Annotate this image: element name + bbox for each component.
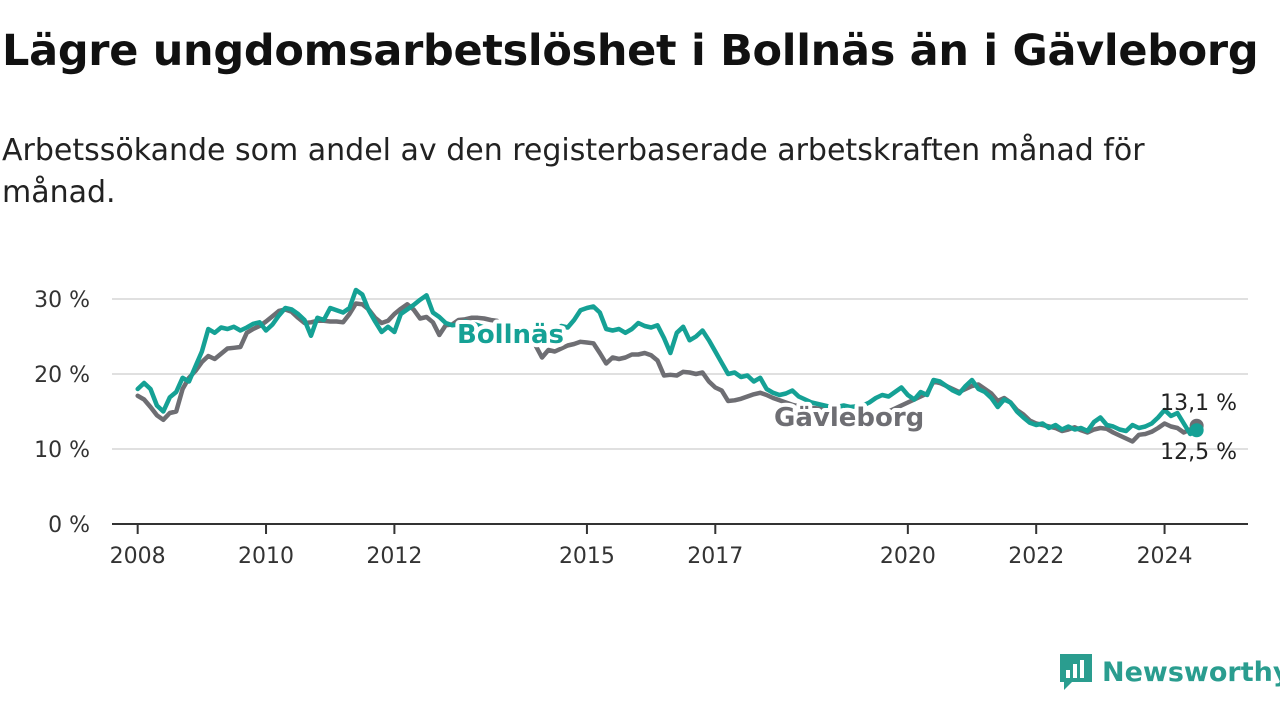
- x-tick-label: 2015: [559, 544, 615, 569]
- brand-logo: Newsworthy: [1058, 652, 1280, 692]
- grid-layer: [112, 298, 1248, 534]
- series-label: Bollnäs: [457, 320, 564, 350]
- series-end-label: 13,1 %: [1160, 391, 1237, 416]
- x-tick-label: 2017: [687, 544, 743, 569]
- newsworthy-logo-icon: [1060, 654, 1092, 690]
- series-label: Gävleborg: [774, 403, 924, 433]
- x-tick-label: 2020: [880, 544, 936, 569]
- brand-name: Newsworthy: [1102, 656, 1280, 688]
- y-tick-label: 20 %: [34, 363, 90, 388]
- series-line-1: [135, 287, 1199, 437]
- series-layer: [135, 287, 1204, 444]
- series-end-label: 12,5 %: [1160, 440, 1237, 465]
- label-layer: 0 % 10 % 20 % 30 % 2008 2010 2012 2015 2017 2020 2…: [34, 288, 1237, 569]
- series-line-0: [135, 301, 1199, 444]
- line-chart: 0 % 10 % 20 % 30 % 2008 2010 2012 2015 2017 2020 2…: [34, 287, 1248, 569]
- x-tick-label: 2022: [1008, 544, 1064, 569]
- y-tick-label: 10 %: [34, 438, 90, 463]
- x-tick-label: 2012: [366, 544, 422, 569]
- x-tick-label: 2010: [238, 544, 294, 569]
- series-label-halo: Bollnäs: [457, 320, 564, 350]
- chart-title: Lägre ungdomsarbetslöshet i Bollnäs än i…: [2, 26, 1259, 76]
- chart-subtitle: Arbetssökande som andel av den registerb…: [2, 133, 1145, 210]
- x-tick-label: 2008: [110, 544, 166, 569]
- x-tick-label: 2024: [1137, 544, 1193, 569]
- series-label-halo: Gävleborg: [774, 403, 924, 433]
- y-tick-label: 30 %: [34, 288, 90, 313]
- y-tick-label: 0 %: [48, 513, 90, 538]
- series-end-point-1: [1189, 423, 1204, 438]
